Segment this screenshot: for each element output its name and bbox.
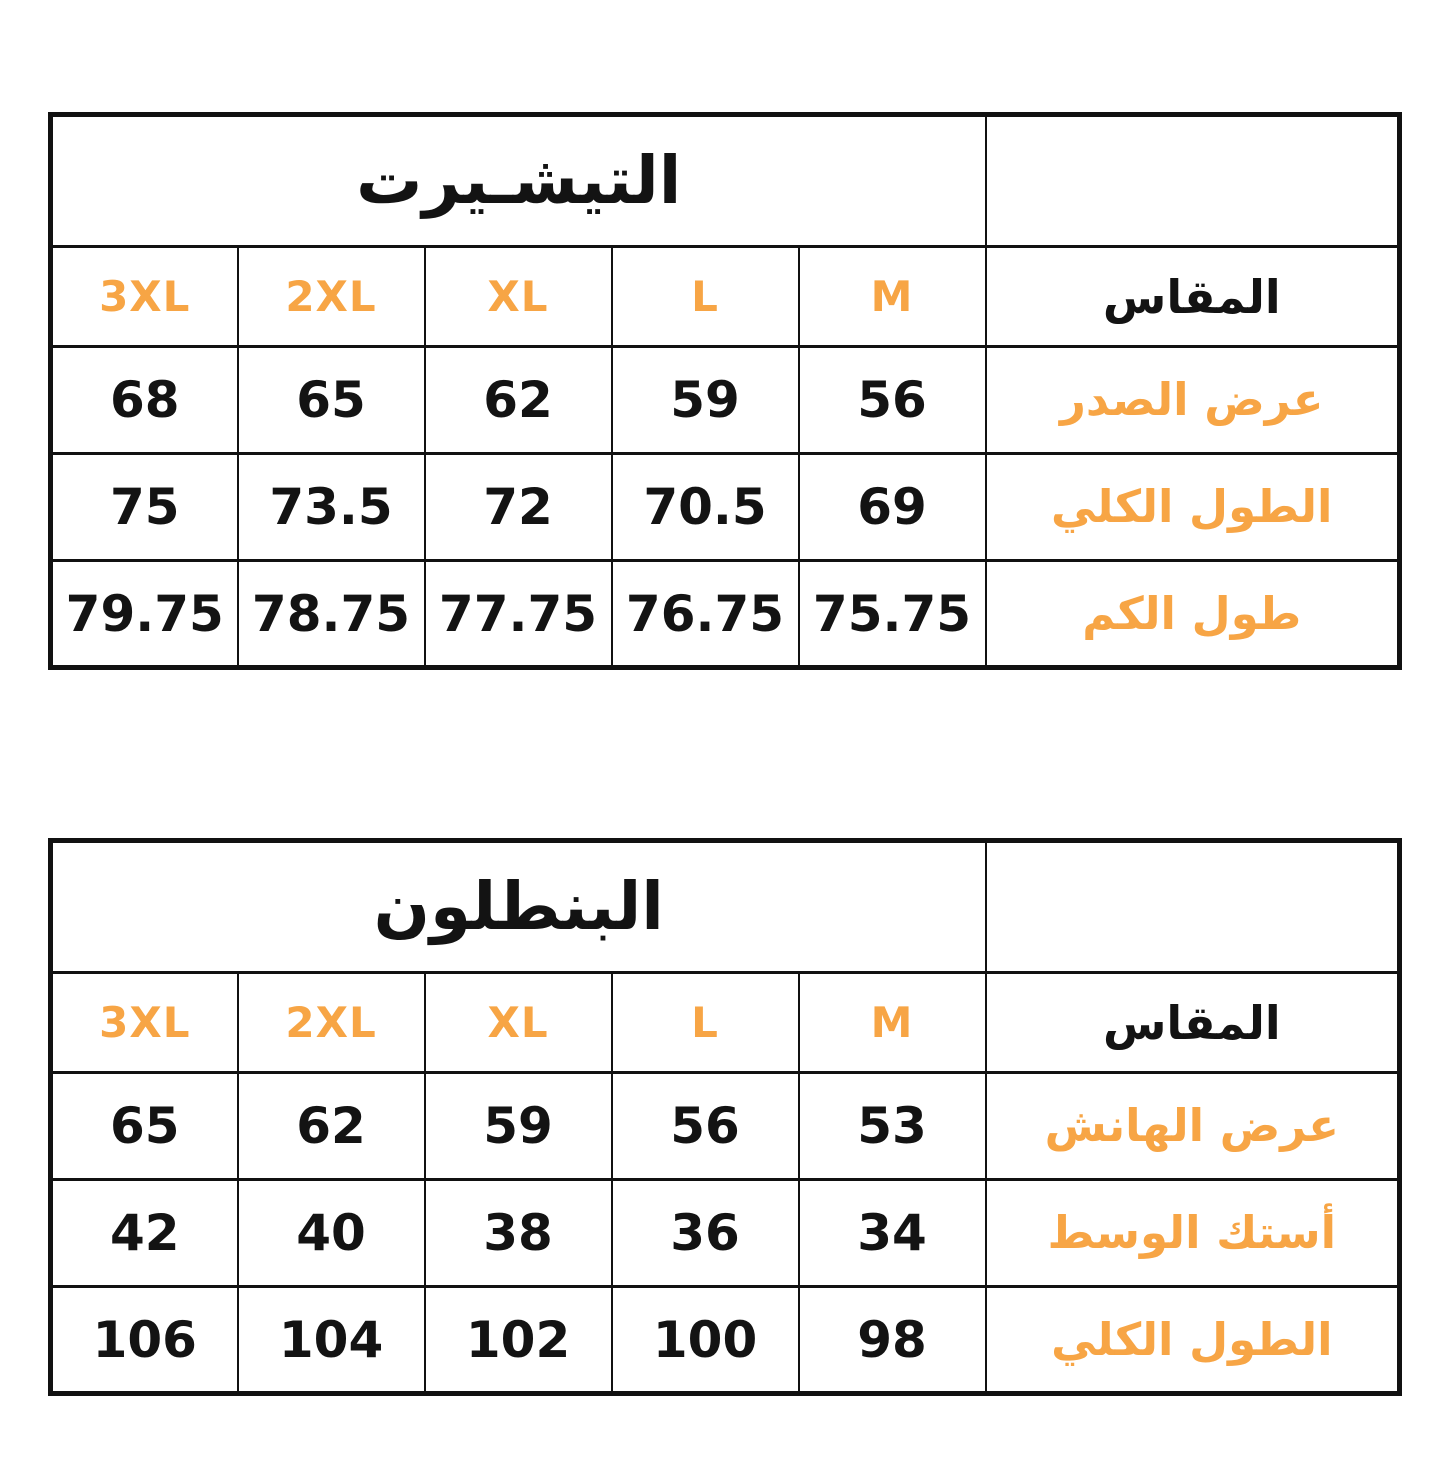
value-cell: 104 (236, 1285, 426, 1395)
tshirt-row-label-sleeve-length: طول الكم (984, 559, 1401, 669)
value-cell: 65 (49, 1071, 239, 1181)
value-cell: 59 (423, 1071, 613, 1181)
value-cell: 59 (610, 345, 800, 455)
value-cell: 68 (49, 345, 239, 455)
tshirt-header-row: المقاس M L XL 2XL 3XL (49, 245, 1401, 348)
pants-row-label-waist-elastic: أستك الوسط (984, 1178, 1401, 1288)
pants-size-col-l: L (610, 971, 800, 1074)
pants-size-table: البنطلون المقاس M L XL 2XL 3XL عرض الهان… (48, 838, 1403, 1396)
pants-size-col-2xl: 2XL (236, 971, 426, 1074)
value-cell: 38 (423, 1178, 613, 1288)
value-cell: 34 (797, 1178, 987, 1288)
tshirt-row-label-chest-width: عرض الصدر (984, 345, 1401, 455)
pants-row-label-hip-width: عرض الهانش (984, 1071, 1401, 1181)
tshirt-size-col-2xl: 2XL (236, 245, 426, 348)
pants-table-title: البنطلون (49, 839, 987, 974)
pants-waist-elastic-row: أستك الوسط 34 36 38 40 42 (49, 1178, 1401, 1288)
tshirt-table-title: التيشـيرت (49, 113, 987, 248)
value-cell: 79.75 (49, 559, 239, 669)
value-cell: 62 (423, 345, 613, 455)
value-cell: 77.75 (423, 559, 613, 669)
tshirt-size-col-l: L (610, 245, 800, 348)
tshirt-total-length-row: الطول الكلي 69 70.5 72 73.5 75 (49, 452, 1401, 562)
pants-title-row: البنطلون (49, 839, 1401, 974)
value-cell: 106 (49, 1285, 239, 1395)
value-cell: 40 (236, 1178, 426, 1288)
pants-size-col-m: M (797, 971, 987, 1074)
pants-hip-width-row: عرض الهانش 53 56 59 62 65 (49, 1071, 1401, 1181)
value-cell: 102 (423, 1285, 613, 1395)
value-cell: 75 (49, 452, 239, 562)
tshirt-size-col-m: M (797, 245, 987, 348)
tshirt-size-col-3xl: 3XL (49, 245, 239, 348)
value-cell: 78.75 (236, 559, 426, 669)
pants-size-col-3xl: 3XL (49, 971, 239, 1074)
pants-title-spacer-cell (984, 839, 1401, 974)
pants-header-row: المقاس M L XL 2XL 3XL (49, 971, 1401, 1074)
value-cell: 100 (610, 1285, 800, 1395)
value-cell: 36 (610, 1178, 800, 1288)
tshirt-title-spacer-cell (984, 113, 1401, 248)
pants-total-length-row: الطول الكلي 98 100 102 104 106 (49, 1285, 1401, 1395)
value-cell: 76.75 (610, 559, 800, 669)
value-cell: 98 (797, 1285, 987, 1395)
value-cell: 69 (797, 452, 987, 562)
pants-size-col-xl: XL (423, 971, 613, 1074)
value-cell: 62 (236, 1071, 426, 1181)
value-cell: 75.75 (797, 559, 987, 669)
tshirt-size-col-xl: XL (423, 245, 613, 348)
value-cell: 72 (423, 452, 613, 562)
pants-row-label-total-length: الطول الكلي (984, 1285, 1401, 1395)
value-cell: 53 (797, 1071, 987, 1181)
tshirt-sleeve-length-row: طول الكم 75.75 76.75 77.75 78.75 79.75 (49, 559, 1401, 669)
value-cell: 73.5 (236, 452, 426, 562)
tshirt-size-table: التيشـيرت المقاس M L XL 2XL 3XL عرض الصد… (48, 112, 1402, 670)
value-cell: 42 (49, 1178, 239, 1288)
tshirt-row-label-total-length: الطول الكلي (984, 452, 1401, 562)
value-cell: 65 (236, 345, 426, 455)
tshirt-chest-width-row: عرض الصدر 56 59 62 65 68 (49, 345, 1401, 455)
tshirt-size-header: المقاس (984, 245, 1401, 348)
value-cell: 56 (797, 345, 987, 455)
value-cell: 56 (610, 1071, 800, 1181)
value-cell: 70.5 (610, 452, 800, 562)
tshirt-title-row: التيشـيرت (49, 113, 1401, 248)
pants-size-header: المقاس (984, 971, 1401, 1074)
